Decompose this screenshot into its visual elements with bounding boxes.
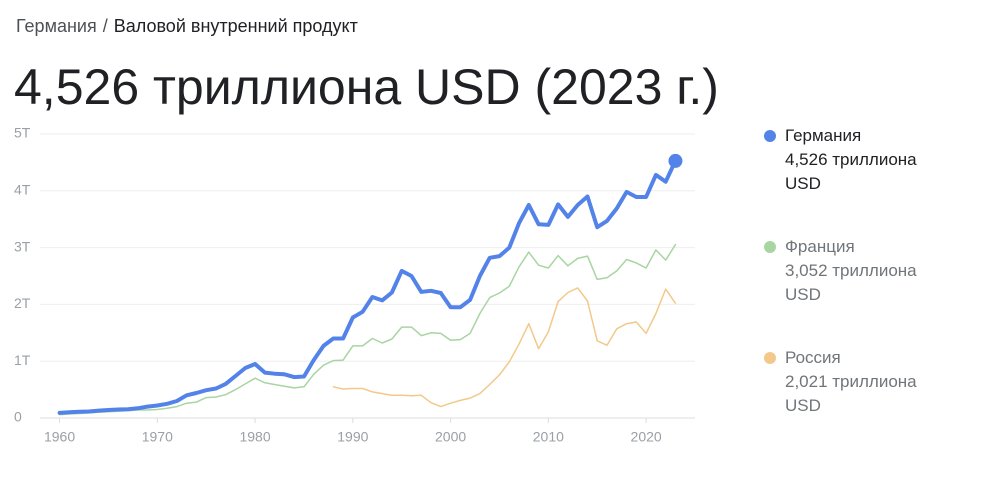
y-tick-label: 4T: [14, 182, 31, 198]
y-tick-label: 3T: [14, 238, 31, 254]
legend-item[interactable]: Германия 4,526 триллиона USD: [764, 124, 955, 196]
y-tick-label: 5T: [14, 125, 31, 141]
legend-dot: [764, 241, 776, 253]
x-tick-label: 1970: [142, 429, 173, 445]
x-tick-label: 2020: [631, 429, 662, 445]
y-tick-label: 2T: [14, 295, 31, 311]
breadcrumb-current: Валовой внутренний продукт: [113, 16, 358, 36]
legend-value: 4,526 триллиона USD: [785, 150, 917, 193]
highlight-point: [668, 153, 683, 168]
series-line: [58, 243, 677, 416]
breadcrumb-link[interactable]: Германия: [16, 16, 97, 36]
legend-value: 3,052 триллиона USD: [785, 261, 917, 304]
series-line: [332, 287, 677, 408]
y-tick-label: 1T: [14, 352, 31, 368]
legend-name: Германия: [785, 126, 862, 145]
x-tick-label: 1980: [239, 429, 270, 445]
legend-dot: [764, 352, 776, 364]
series-line: [57, 158, 678, 415]
breadcrumb: Германия / Валовой внутренний продукт: [16, 16, 358, 37]
y-tick-label: 0: [14, 409, 22, 425]
chart-title: 4,526 триллиона USD (2023 г.): [14, 59, 719, 115]
legend-name: Россия: [785, 348, 841, 367]
x-tick-label: 1960: [44, 429, 75, 445]
legend-dot: [764, 130, 776, 142]
x-tick-label: 2010: [533, 429, 564, 445]
legend-item[interactable]: Франция 3,052 триллиона USD: [764, 235, 955, 307]
x-tick-label: 1990: [337, 429, 368, 445]
legend-name: Франция: [785, 237, 855, 256]
legend-item[interactable]: Россия 2,021 триллиона USD: [764, 346, 955, 418]
x-tick-label: 2000: [435, 429, 466, 445]
legend-value: 2,021 триллиона USD: [785, 372, 917, 415]
breadcrumb-separator: /: [102, 16, 108, 36]
